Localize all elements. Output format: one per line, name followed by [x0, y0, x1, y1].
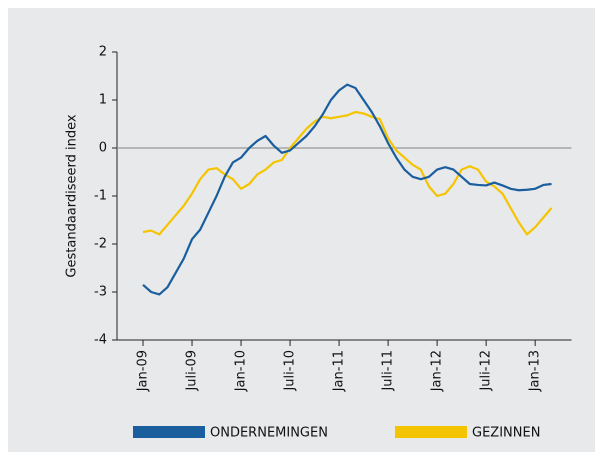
x-tick-label: Jan-09 — [136, 350, 151, 392]
x-tick-label: Jan-13 — [528, 350, 543, 392]
y-tick-label: 1 — [99, 93, 107, 108]
y-tick-label: 2 — [99, 45, 107, 60]
series-line — [142, 83, 552, 296]
x-tick-label: Jan-11 — [332, 350, 347, 392]
x-tick-label: Jan-12 — [430, 350, 445, 392]
legend-swatch — [133, 426, 205, 438]
y-tick-label: -1 — [94, 189, 107, 204]
y-tick-label: 0 — [99, 141, 107, 156]
x-tick-label: Jan-10 — [234, 350, 249, 392]
y-axis-label: Gestandaardiseerd index — [65, 114, 80, 277]
y-tick-label: -2 — [94, 237, 107, 252]
series-line — [142, 110, 553, 236]
legend-swatch — [395, 426, 467, 438]
y-tick-label: -3 — [94, 285, 107, 300]
legend-label: ONDERNEMINGEN — [210, 426, 328, 441]
x-tick-label: Juli-12 — [479, 350, 494, 392]
x-tick-label: Juli-09 — [185, 350, 200, 392]
x-tick-label: Juli-11 — [381, 350, 396, 392]
legend-label: GEZINNEN — [472, 426, 540, 441]
chart-background — [8, 8, 595, 452]
x-tick-label: Juli-10 — [283, 350, 298, 392]
y-tick-label: -4 — [94, 333, 107, 348]
